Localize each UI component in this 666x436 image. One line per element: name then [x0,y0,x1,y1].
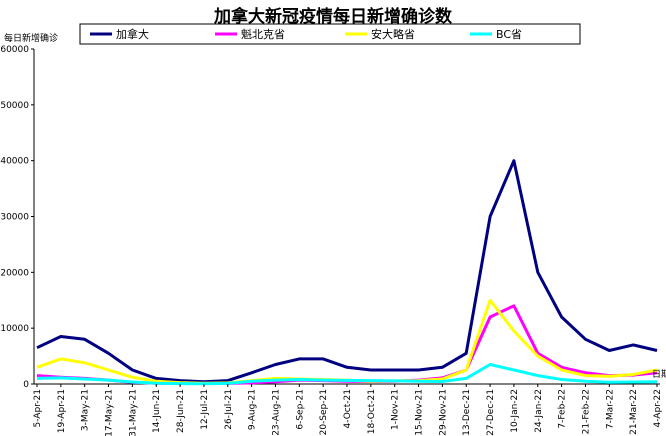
legend: 加拿大 魁北克省 安大略省 BC省 [79,23,581,45]
y-tick-label-4: 40000 [0,157,29,167]
x-tick-label-0: 5-Apr-21 [33,389,43,427]
y-tick-label-1: 10000 [0,324,29,334]
legend-box [79,23,581,45]
x-tick-label-2: 3-May-21 [81,389,91,431]
x-axis: 5-Apr-21 19-Apr-21 3-May-21 17-May-21 31-May… [33,384,663,436]
x-tick-label-11: 6-Sep-21 [295,389,305,430]
x-axis-label: 日期 [652,369,666,380]
series-line-4 [36,363,658,386]
legend-label-3: 安大略省 [371,27,415,41]
x-tick-label-12: 20-Sep-21 [319,389,329,435]
x-tick-label-8: 26-Jul-21 [224,389,234,430]
x-tick-label-23: 21-Feb-22 [581,389,591,434]
x-tick-label-7: 12-Jul-21 [200,389,210,430]
x-tick-label-18: 13-Dec-21 [462,389,472,436]
x-tick-label-21: 24-Jan-22 [534,389,544,433]
series-line-3 [36,298,658,385]
x-tick-label-14: 18-Oct-21 [367,389,377,434]
x-tick-label-5: 14-Jun-21 [152,389,162,433]
y-tick-label-2: 20000 [0,268,29,278]
x-tick-label-1: 19-Apr-21 [57,389,67,433]
y-tick-label-5: 50000 [0,101,29,111]
plot-area [33,49,660,386]
y-axis-label: 每日新增确诊 [4,32,58,44]
x-tick-label-19: 27-Dec-21 [486,389,496,436]
y-axis: 0 10000 20000 30000 40000 50000 60000 [0,45,34,390]
x-tick-label-24: 7-Mar-22 [605,389,615,429]
x-tick-label-3: 17-May-21 [105,389,115,436]
x-tick-label-9: 9-Aug-21 [248,389,258,430]
x-tick-label-17: 29-Nov-21 [438,389,448,436]
x-tick-label-15: 1-Nov-21 [391,389,401,430]
y-tick-label-3: 30000 [0,213,29,223]
x-tick-label-6: 28-Jun-21 [176,389,186,433]
x-tick-label-13: 4-Oct-21 [343,389,353,429]
x-tick-label-16: 15-Nov-21 [415,389,425,436]
x-tick-label-10: 23-Aug-21 [271,389,281,436]
series-line-1 [36,159,658,384]
x-tick-label-25: 21-Mar-22 [629,389,639,435]
x-tick-label-22: 7-Feb-22 [558,389,568,429]
x-tick-label-4: 31-May-21 [128,389,138,436]
x-tick-label-26: 4-Apr-22 [653,389,663,427]
legend-label-4: BC省 [496,28,522,41]
x-tick-label-20: 10-Jan-22 [510,389,520,433]
chart-title: 加拿大新冠疫情每日新增确诊数 [214,7,452,27]
y-tick-label-6: 60000 [0,45,29,55]
legend-label-2: 魁北克省 [241,27,285,41]
legend-label-1: 加拿大 [116,27,149,41]
y-tick-label-0: 0 [23,380,29,390]
